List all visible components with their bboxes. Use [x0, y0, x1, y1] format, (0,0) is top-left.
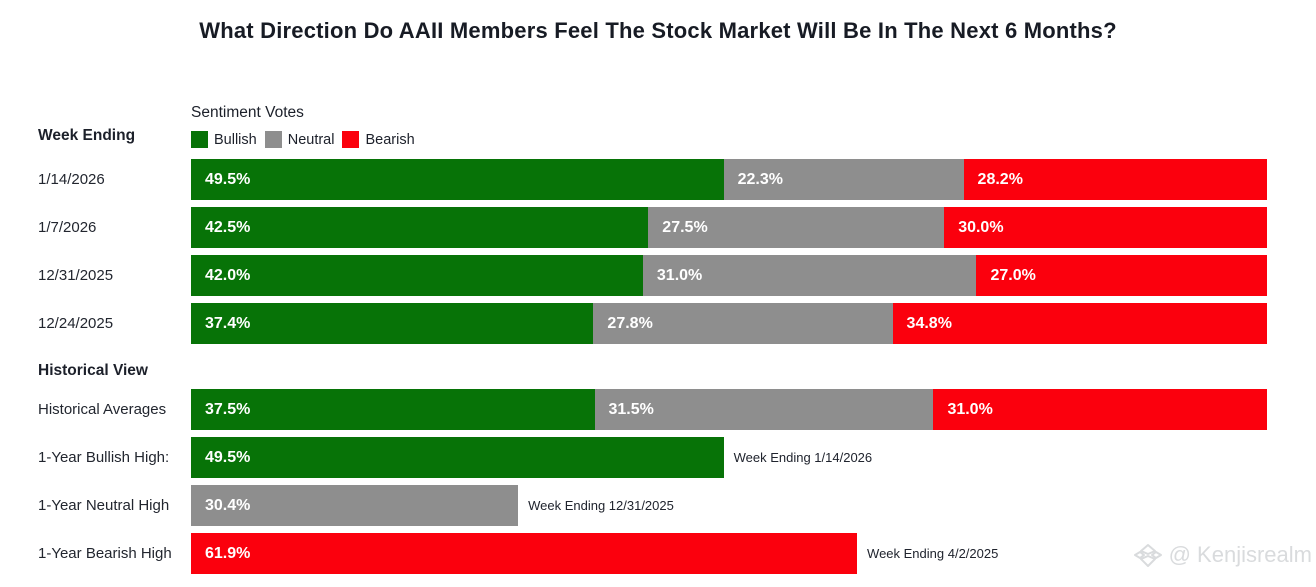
chart-title: What Direction Do AAII Members Feel The …	[199, 18, 1117, 43]
bar-row: 37.5% 31.5% 31.0%	[191, 389, 1267, 430]
bar-value-label: 37.5%	[205, 400, 251, 418]
row-label: 12/31/2025	[38, 267, 114, 284]
bar-segment-bearish: 34.8%	[892, 303, 1267, 344]
bar-row: 37.4% 27.8% 34.8%	[191, 303, 1267, 344]
legend-label: Neutral	[287, 131, 335, 148]
bar-segment-bullish: 49.5%	[191, 437, 724, 478]
bar-segment-neutral: 22.3%	[723, 159, 964, 200]
legend-item-bullish: Bullish	[191, 131, 257, 148]
bearish-swatch-icon	[342, 131, 360, 148]
bullish-swatch-icon	[191, 131, 208, 148]
bar-value-label: 27.0%	[990, 266, 1036, 284]
bar-segment-neutral: 31.5%	[594, 389, 934, 430]
watermark: @ Kenjisrealm	[1133, 540, 1312, 570]
group-header-week-ending: Week Ending	[38, 127, 136, 144]
watermark-logo-icon	[1133, 544, 1162, 567]
bar-row: 30.4% Week Ending 12/31/2025	[191, 485, 1267, 526]
bar-value-label: 49.5%	[205, 170, 251, 188]
bar-value-label: 27.5%	[662, 218, 708, 236]
bar-segment-bullish: 42.0%	[191, 255, 643, 296]
bar-row: 42.0% 31.0% 27.0%	[191, 255, 1267, 296]
neutral-swatch-icon	[264, 131, 282, 148]
bar-segment-bearish: 61.9%	[191, 533, 858, 574]
watermark-text: @ Kenjisrealm	[1168, 542, 1312, 567]
bar-row: 49.5% 22.3% 28.2%	[191, 159, 1267, 200]
bar-value-label: 31.0%	[947, 400, 993, 418]
bar-value-label: 28.2%	[977, 170, 1023, 188]
legend-item-bearish: Bearish	[342, 131, 415, 148]
bar-value-label: 31.5%	[608, 400, 654, 418]
bar-row: 42.5% 27.5% 30.0%	[191, 207, 1267, 248]
bar-segment-bearish: 30.0%	[944, 207, 1267, 248]
bar-segment-neutral: 30.4%	[191, 485, 519, 526]
bar-segment-neutral: 31.0%	[642, 255, 977, 296]
row-label: 1/7/2026	[38, 219, 97, 236]
bar-segment-bullish: 37.5%	[191, 389, 595, 430]
group-header-historical-view: Historical View	[38, 362, 148, 379]
row-label: 1-Year Neutral High	[38, 497, 170, 514]
bar-annotation: Week Ending 4/2/2025	[867, 546, 999, 561]
bar-segment-bullish: 49.5%	[191, 159, 724, 200]
bar-segment-bullish: 42.5%	[191, 207, 649, 248]
legend-label: Bullish	[214, 131, 257, 148]
bar-segment-bearish: 27.0%	[976, 255, 1267, 296]
bar-segment-bearish: 31.0%	[933, 389, 1267, 430]
bar-value-label: 49.5%	[205, 448, 251, 466]
legend-label: Bearish	[365, 131, 415, 148]
bar-value-label: 22.3%	[737, 170, 783, 188]
bar-value-label: 42.5%	[205, 218, 251, 236]
bar-value-label: 31.0%	[656, 266, 703, 284]
bar-segment-bearish: 28.2%	[963, 159, 1267, 200]
bar-row: 49.5% Week Ending 1/14/2026	[191, 437, 1267, 478]
row-label: 1-Year Bearish High	[38, 545, 172, 562]
bar-value-label: 37.4%	[205, 314, 251, 332]
bar-annotation: Week Ending 12/31/2025	[528, 498, 674, 513]
row-label: 1-Year Bullish High:	[38, 449, 170, 466]
bar-value-label: 42.0%	[205, 266, 251, 284]
bar-value-label: 27.8%	[607, 314, 653, 332]
row-label: 12/24/2025	[38, 315, 114, 332]
bar-value-label: 30.0%	[958, 218, 1004, 236]
bar-segment-bullish: 37.4%	[191, 303, 594, 344]
legend: Bullish Neutral Bearish	[191, 131, 423, 148]
bar-segment-neutral: 27.8%	[593, 303, 893, 344]
legend-title: Sentiment Votes	[191, 104, 304, 121]
bar-segment-neutral: 27.5%	[648, 207, 945, 248]
row-label: 1/14/2026	[38, 171, 105, 188]
row-label: Historical Averages	[38, 401, 167, 418]
bar-annotation: Week Ending 1/14/2026	[733, 450, 873, 465]
legend-item-neutral: Neutral	[264, 131, 335, 148]
bar-value-label: 30.4%	[205, 496, 251, 514]
bar-value-label: 34.8%	[906, 314, 952, 332]
bar-row: 61.9% Week Ending 4/2/2025	[191, 533, 1267, 574]
bar-value-label: 61.9%	[205, 544, 251, 562]
